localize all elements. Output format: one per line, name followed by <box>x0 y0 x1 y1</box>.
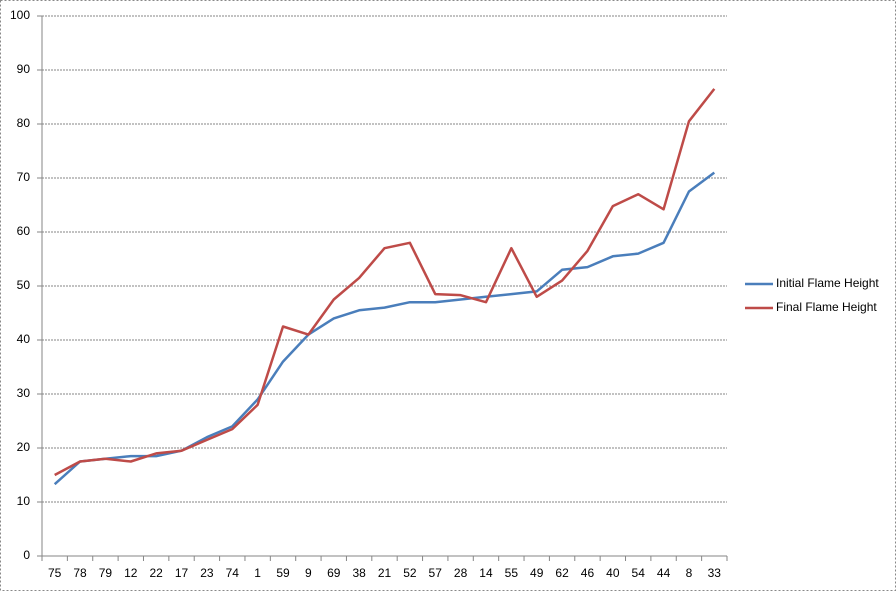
series-line <box>54 88 716 477</box>
y-tick-label: 30 <box>17 386 31 400</box>
x-tick-label: 78 <box>73 566 87 580</box>
x-tick-label: 12 <box>124 566 138 580</box>
x-tick-label: 46 <box>581 566 595 580</box>
y-tick-label: 70 <box>17 170 31 184</box>
x-tick-label: 28 <box>454 566 468 580</box>
x-tick-label: 52 <box>403 566 417 580</box>
x-tick-label: 9 <box>305 566 312 580</box>
y-tick-label: 100 <box>10 8 30 22</box>
x-tick-label: 79 <box>99 566 113 580</box>
x-tick-label: 23 <box>200 566 214 580</box>
series-line <box>53 171 716 486</box>
x-tick-label: 75 <box>48 566 62 580</box>
y-tick-label: 50 <box>17 278 31 292</box>
y-tick-label: 0 <box>23 548 30 562</box>
x-tick-label: 38 <box>352 566 366 580</box>
x-tick-label: 21 <box>378 566 392 580</box>
x-tick-label: 54 <box>632 566 646 580</box>
x-tick-label: 49 <box>530 566 544 580</box>
x-tick-label: 22 <box>149 566 163 580</box>
x-tick-label: 74 <box>226 566 240 580</box>
x-tick-label: 1 <box>254 566 261 580</box>
x-tick-label: 33 <box>708 566 722 580</box>
x-tick-label: 14 <box>479 566 493 580</box>
y-tick-label: 90 <box>17 62 31 76</box>
x-tick-label: 59 <box>276 566 290 580</box>
x-tick-label: 57 <box>429 566 443 580</box>
y-tick-label: 10 <box>17 494 31 508</box>
y-tick-label: 40 <box>17 332 31 346</box>
y-tick-label: 20 <box>17 440 31 454</box>
x-tick-label: 40 <box>606 566 620 580</box>
legend-label: Final Flame Height <box>776 300 877 314</box>
y-tick-label: 60 <box>17 224 31 238</box>
x-tick-label: 55 <box>505 566 519 580</box>
x-tick-label: 17 <box>175 566 189 580</box>
x-tick-label: 62 <box>555 566 569 580</box>
x-tick-label: 8 <box>686 566 693 580</box>
x-tick-label: 69 <box>327 566 341 580</box>
legend-label: Initial Flame Height <box>776 276 879 290</box>
y-tick-label: 80 <box>17 116 31 130</box>
x-tick-label: 44 <box>657 566 671 580</box>
